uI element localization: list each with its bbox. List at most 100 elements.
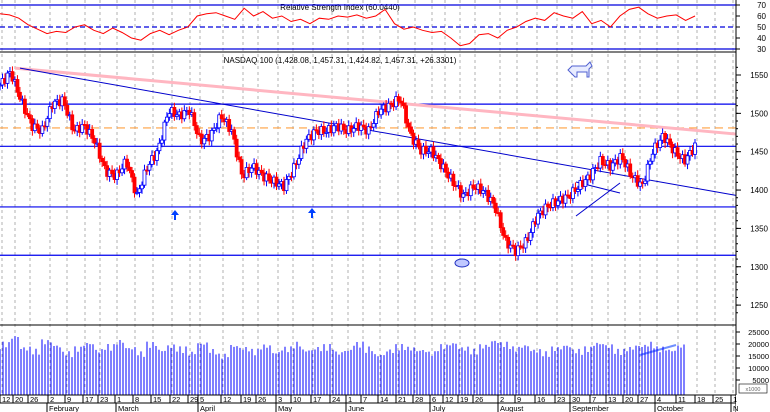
rsi-title: Relative Strength Index (60.0440) — [280, 3, 400, 12]
candle-up — [142, 169, 147, 186]
candle-up — [135, 192, 139, 194]
candle-down — [436, 154, 441, 159]
candle-down — [127, 166, 132, 171]
candle-down — [239, 159, 244, 175]
candle-up — [374, 111, 379, 124]
week-label: 11 — [678, 395, 686, 404]
candle-up — [311, 129, 316, 141]
candle-down — [35, 123, 40, 129]
candle-down — [401, 102, 406, 107]
week-label: 24 — [332, 395, 340, 404]
candle-up — [556, 200, 560, 206]
candle-up — [386, 102, 391, 113]
candle-up — [52, 100, 57, 109]
month-label: April — [200, 404, 215, 412]
bear-icon — [454, 258, 470, 268]
candle-down — [503, 235, 508, 238]
week-label: 28 — [415, 395, 423, 404]
candle-up — [140, 184, 144, 190]
candle-down — [232, 129, 237, 140]
candle-up — [160, 139, 164, 144]
candle-down — [65, 105, 70, 116]
candle-down — [267, 173, 271, 181]
month-label: June — [348, 404, 364, 412]
rsi-tick-label: 60 — [757, 12, 766, 21]
candle-up — [366, 126, 371, 135]
price-tick-label: 1400 — [750, 186, 768, 195]
week-label: 13 — [608, 395, 616, 404]
blue-trendline — [19, 67, 737, 196]
price-tick-label: 1500 — [750, 109, 768, 118]
week-label: 10 — [293, 395, 301, 404]
candle-up — [351, 127, 356, 133]
candle-down — [92, 138, 97, 144]
candle-up — [304, 138, 309, 149]
candle-down — [132, 176, 137, 194]
candle-down — [10, 71, 15, 82]
up-arrow-icon — [308, 208, 316, 218]
candle-up — [157, 142, 162, 152]
candle-up — [277, 183, 281, 187]
candle-up — [0, 84, 2, 87]
candle-up — [379, 108, 384, 116]
candle-up — [590, 168, 595, 181]
candle-up — [324, 131, 329, 134]
rsi-tick-label: 30 — [757, 45, 766, 54]
candle-up — [174, 114, 179, 117]
week-label: 4 — [657, 395, 661, 404]
candle-up — [645, 163, 650, 182]
week-label: 12 — [445, 395, 453, 404]
rsi-line — [0, 6, 696, 47]
week-label: 15 — [153, 395, 161, 404]
candle-up — [643, 180, 648, 184]
candle-up — [371, 123, 376, 128]
candle-down — [424, 145, 428, 154]
candle-up — [648, 160, 653, 165]
candle-up — [5, 72, 10, 84]
week-label: 12 — [2, 395, 10, 404]
candle-down — [675, 147, 680, 157]
candle-up — [217, 114, 222, 129]
candle-down — [431, 146, 436, 159]
candle-up — [359, 124, 364, 131]
week-label: 7 — [592, 395, 596, 404]
month-label: October — [657, 404, 684, 412]
candle-up — [331, 125, 336, 134]
candle-down — [102, 161, 107, 167]
candle-down — [97, 142, 102, 159]
bull-icon — [567, 61, 593, 78]
candle-down — [416, 139, 421, 148]
candle-up — [576, 189, 580, 192]
week-label: 17 — [313, 395, 321, 404]
candle-down — [620, 153, 625, 160]
candle-up — [297, 158, 301, 165]
candle-down — [25, 113, 30, 116]
candle-up — [299, 145, 304, 159]
week-label: 18 — [697, 395, 705, 404]
week-label: 7 — [363, 395, 367, 404]
week-label: 2 — [500, 395, 504, 404]
candle-down — [501, 227, 506, 236]
candle-up — [571, 187, 575, 199]
candle-up — [162, 121, 167, 141]
candle-down — [493, 202, 498, 214]
candle-up — [583, 179, 588, 187]
candle-down — [274, 176, 279, 187]
month-label: February — [49, 404, 79, 412]
week-label: 25 — [715, 395, 723, 404]
candle-up — [563, 194, 568, 204]
volume-tick-label: 5000 — [752, 376, 769, 385]
week-label: 27 — [640, 395, 648, 404]
candle-up — [182, 110, 187, 120]
candle-down — [237, 156, 242, 160]
candle-down — [62, 96, 67, 106]
candle-down — [628, 163, 633, 177]
volume-panel — [0, 336, 685, 395]
triangle-line — [575, 182, 621, 217]
candle-down — [451, 173, 456, 186]
candle-up — [147, 163, 152, 171]
candle-up — [47, 106, 52, 120]
week-label: 9 — [517, 395, 521, 404]
candle-down — [635, 175, 640, 187]
